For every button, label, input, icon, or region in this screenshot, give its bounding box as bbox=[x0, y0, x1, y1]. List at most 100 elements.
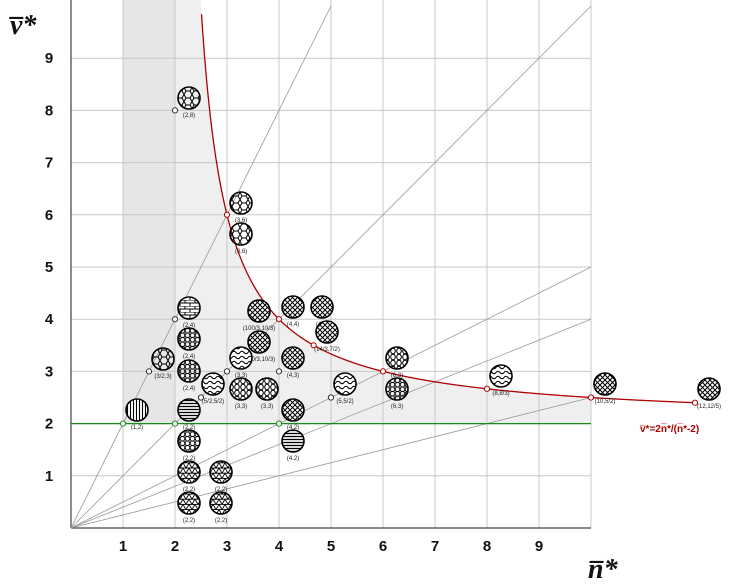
tiling-label: (100/3,10/3) bbox=[243, 326, 275, 332]
tiling-disc bbox=[697, 377, 721, 401]
tiling-label: (6,3) bbox=[391, 373, 403, 379]
tiling-disc bbox=[125, 398, 149, 422]
tiling-label: (2,2) bbox=[215, 487, 227, 493]
tiling-disc bbox=[177, 86, 201, 110]
tiling-label: (3,3) bbox=[235, 404, 247, 410]
tiling-icon: (4,4) bbox=[281, 295, 305, 328]
tiling-icon: (12,12/5) bbox=[697, 377, 721, 410]
x-tick-label: 5 bbox=[327, 538, 335, 555]
data-point bbox=[171, 316, 179, 323]
tiling-icon: (2,4) bbox=[177, 359, 201, 392]
tiling-disc bbox=[229, 222, 253, 246]
tiling-icon: (14/3,7/2) bbox=[314, 320, 340, 353]
data-point bbox=[171, 420, 179, 427]
tiling-label: (2,4) bbox=[183, 354, 195, 360]
tiling-icon: (3,3) bbox=[255, 377, 279, 410]
y-tick-label: 1 bbox=[45, 468, 53, 485]
tiling-label: (2,2) bbox=[183, 487, 195, 493]
tiling-label: (3/2,3) bbox=[154, 374, 171, 380]
tiling-icon: (10,5/2) bbox=[593, 372, 617, 405]
x-axis-label: n̅* bbox=[588, 554, 619, 585]
tiling-label: (4,4) bbox=[287, 322, 299, 328]
tiling-icon: (5/2,5/2) bbox=[201, 372, 225, 405]
data-point bbox=[145, 368, 153, 375]
tiling-icon: (3/2,3) bbox=[151, 347, 175, 380]
tiling-icon: (2,2) bbox=[177, 491, 201, 524]
tiling-disc bbox=[385, 346, 409, 370]
y-tick-label: 7 bbox=[45, 155, 53, 172]
tiling-disc bbox=[209, 491, 233, 515]
x-tick-label: 6 bbox=[379, 538, 387, 555]
data-point bbox=[691, 399, 699, 406]
tiling-disc bbox=[177, 327, 201, 351]
tiling-label: (4,3) bbox=[287, 373, 299, 379]
ray-line bbox=[70, 5, 592, 529]
curve-line bbox=[200, 14, 695, 404]
tiling-icon: (2,2) bbox=[209, 460, 233, 493]
data-point bbox=[327, 394, 335, 401]
y-tick-label: 4 bbox=[45, 311, 54, 328]
tiling-disc bbox=[177, 429, 201, 453]
tiling-disc bbox=[229, 191, 253, 215]
tiling-disc bbox=[385, 377, 409, 401]
tiling-disc bbox=[593, 372, 617, 396]
tiling-disc bbox=[201, 372, 225, 396]
data-point bbox=[483, 385, 491, 392]
tiling-label: (3,3) bbox=[261, 404, 273, 410]
tiling-disc bbox=[310, 295, 334, 319]
y-tick-label: 9 bbox=[45, 50, 53, 67]
tiling-label: (14/3,7/2) bbox=[314, 347, 340, 353]
tiling-disc bbox=[247, 299, 271, 323]
ray-line bbox=[70, 397, 592, 529]
y-axis-label: v̅* bbox=[8, 10, 37, 41]
x-tick-label: 1 bbox=[119, 538, 127, 555]
data-point bbox=[275, 316, 283, 323]
curve-formula-label: v̅*=2n̅*/(n̅*-2) bbox=[640, 423, 699, 435]
x-tick-label: 7 bbox=[431, 538, 439, 555]
tiling-icon: (3,6) bbox=[229, 191, 253, 224]
tiling-label: (3,3) bbox=[235, 373, 247, 379]
x-tick-label: 9 bbox=[535, 538, 543, 555]
tiling-disc bbox=[177, 296, 201, 320]
tiling-icon: (100/3,10/3) bbox=[243, 299, 275, 332]
tiling-icon: (2,4) bbox=[177, 327, 201, 360]
tiling-disc bbox=[247, 330, 271, 354]
tiling-disc bbox=[333, 372, 357, 396]
tiling-label: (10,5/2) bbox=[595, 399, 616, 405]
tiling-disc bbox=[177, 398, 201, 422]
data-point bbox=[275, 420, 283, 427]
tiling-icon: (6,3) bbox=[385, 346, 409, 379]
tiling-disc bbox=[281, 346, 305, 370]
tiling-icon: (6,3) bbox=[385, 377, 409, 410]
x-tick-label: 3 bbox=[223, 538, 231, 555]
x-tick-label: 2 bbox=[171, 538, 179, 555]
tiling-disc bbox=[151, 347, 175, 371]
tiling-label: (2,4) bbox=[183, 386, 195, 392]
tiling-icon: (1,2) bbox=[125, 398, 149, 431]
tiling-label: (8,8/3) bbox=[492, 391, 509, 397]
tiling-disc bbox=[281, 429, 305, 453]
tiling-icon: (2,2) bbox=[177, 460, 201, 493]
data-point bbox=[119, 420, 127, 427]
tiling-icon: (3,6) bbox=[229, 222, 253, 255]
x-tick-label: 4 bbox=[275, 538, 284, 555]
tiling-disc bbox=[229, 377, 253, 401]
data-point bbox=[223, 368, 231, 375]
tiling-disc bbox=[177, 460, 201, 484]
y-tick-label: 2 bbox=[45, 416, 53, 433]
tiling-label: (2,2) bbox=[183, 456, 195, 462]
tiling-disc bbox=[255, 377, 279, 401]
tiling-disc bbox=[177, 359, 201, 383]
tiling-icon: (2,2) bbox=[177, 429, 201, 462]
data-point bbox=[310, 342, 317, 349]
tiling-label: (2,2) bbox=[183, 425, 195, 431]
tiling-disc bbox=[489, 364, 513, 388]
ray-line bbox=[70, 5, 332, 529]
tiling-icon: (2,2) bbox=[209, 491, 233, 524]
tiling-icon: (100/3,10/3) bbox=[243, 330, 275, 363]
tiling-label: (5/2,5/2) bbox=[202, 399, 224, 405]
tiling-disc bbox=[209, 460, 233, 484]
y-tick-label: 5 bbox=[45, 259, 53, 276]
data-point bbox=[275, 368, 283, 375]
